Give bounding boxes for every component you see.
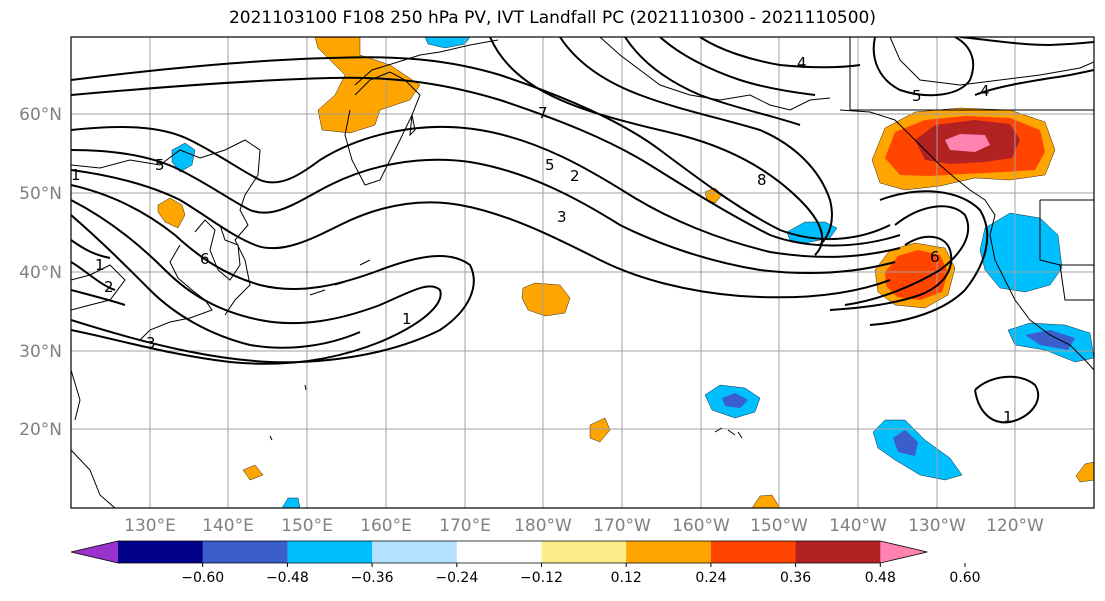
- colorbar-swatch: [287, 541, 373, 563]
- colorbar-swatch: [795, 541, 881, 563]
- contour-label: 1: [71, 166, 81, 184]
- lat-label: 20°N: [19, 420, 62, 440]
- colorbar-tick-label: 0.24: [695, 570, 726, 586]
- colorbar-tick-label: 0.12: [611, 570, 642, 586]
- positive-anomaly-south-2: [242, 464, 264, 481]
- lon-label: 120°W: [986, 516, 1044, 536]
- contour-labels: 4 5 4 7 5 2 8 3 6 1 1 2 1 5 6 3 1: [71, 54, 1013, 426]
- contour-label: 1: [95, 256, 105, 274]
- colorbar-extension-high: [880, 541, 928, 563]
- contour-label: 1: [402, 310, 412, 328]
- contour-label: 3: [146, 334, 156, 352]
- lon-label: 170°W: [593, 516, 651, 536]
- colorbar-swatch: [456, 541, 542, 563]
- shaded-anomaly-regions: [157, 37, 1094, 508]
- lon-label: 130°E: [124, 516, 176, 536]
- contour-label: 2: [104, 278, 114, 296]
- lon-label: 160°W: [672, 516, 730, 536]
- latitude-labels: 60°N 50°N 40°N 30°N 20°N: [19, 105, 62, 440]
- colorbar-tick-label: −0.60: [181, 570, 224, 586]
- contour-label: 5: [545, 156, 555, 174]
- map-title: 2021103100 F108 250 hPa PV, IVT Landfall…: [228, 8, 876, 28]
- positive-anomaly-southeast: [1075, 461, 1094, 483]
- lat-label: 50°N: [19, 184, 62, 204]
- colorbar-swatch: [626, 541, 712, 563]
- colorbar-tick-label: −0.48: [266, 570, 309, 586]
- lon-label: 180°W: [514, 516, 572, 536]
- contour-label: 2: [570, 167, 580, 185]
- lon-label: 150°W: [750, 516, 808, 536]
- negative-anomaly-hawaii: [704, 384, 761, 419]
- colorbar-outline: [70, 540, 928, 564]
- lon-label: 130°W: [908, 516, 966, 536]
- colorbar-tick-label: 0.36: [780, 570, 811, 586]
- lon-label: 170°E: [439, 516, 491, 536]
- positive-anomaly-south-1: [589, 417, 611, 443]
- positive-anomaly-small-japan: [157, 197, 186, 229]
- colorbar-swatch: [202, 541, 288, 563]
- contour-label: 7: [538, 104, 548, 122]
- contour-label: 5: [155, 156, 165, 174]
- colorbar-tick-label: −0.24: [435, 570, 478, 586]
- longitude-labels: 130°E 140°E 150°E 160°E 170°E 180°W 170°…: [124, 516, 1044, 536]
- negative-anomaly-southern-california: [1007, 322, 1094, 363]
- negative-anomaly-small-1: [171, 142, 196, 173]
- colorbar-extension-low: [71, 541, 118, 563]
- pv-contours: [71, 37, 1094, 424]
- colorbar-swatch: [372, 541, 458, 563]
- negative-anomaly-top: [424, 37, 471, 49]
- lon-label: 140°E: [202, 516, 254, 536]
- lon-label: 140°W: [829, 516, 887, 536]
- colorbar-tick-label: 0.48: [865, 570, 896, 586]
- lon-label: 150°E: [281, 516, 333, 536]
- map-frame: [70, 36, 1095, 509]
- colorbar-tick-label: −0.12: [520, 570, 563, 586]
- contour-label: 5: [912, 87, 922, 105]
- lat-label: 40°N: [19, 263, 62, 283]
- positive-anomaly-sea-of-okhotsk: [314, 37, 421, 134]
- contour-label: 4: [980, 82, 990, 100]
- negative-anomaly-bottom: [281, 497, 301, 508]
- colorbar: −0.60 −0.48 −0.36 −0.24 −0.12 0.12 0.24 0.36 0.4…: [70, 540, 981, 586]
- contour-label: 6: [930, 248, 940, 266]
- negative-anomaly-south: [872, 419, 963, 481]
- contour-label: 3: [557, 208, 567, 226]
- colorbar-swatch: [710, 541, 797, 563]
- lat-label: 60°N: [19, 105, 62, 125]
- contour-label: 4: [797, 54, 807, 72]
- positive-anomaly-south-3: [751, 494, 781, 508]
- colorbar-tick-label: 0.60: [949, 570, 980, 586]
- colorbar-tick-label: −0.36: [351, 570, 394, 586]
- colorbar-swatch: [541, 541, 627, 563]
- gridlines: [71, 37, 1094, 508]
- lon-label: 160°E: [360, 516, 412, 536]
- lat-label: 30°N: [19, 342, 62, 362]
- negative-anomaly-gulf: [786, 221, 838, 244]
- colorbar-swatch: [118, 541, 204, 563]
- contour-label: 6: [200, 250, 210, 268]
- contour-label: 1: [1003, 408, 1013, 426]
- positive-anomaly-pacific-northwest: [871, 107, 1056, 191]
- contour-label: 8: [757, 171, 767, 189]
